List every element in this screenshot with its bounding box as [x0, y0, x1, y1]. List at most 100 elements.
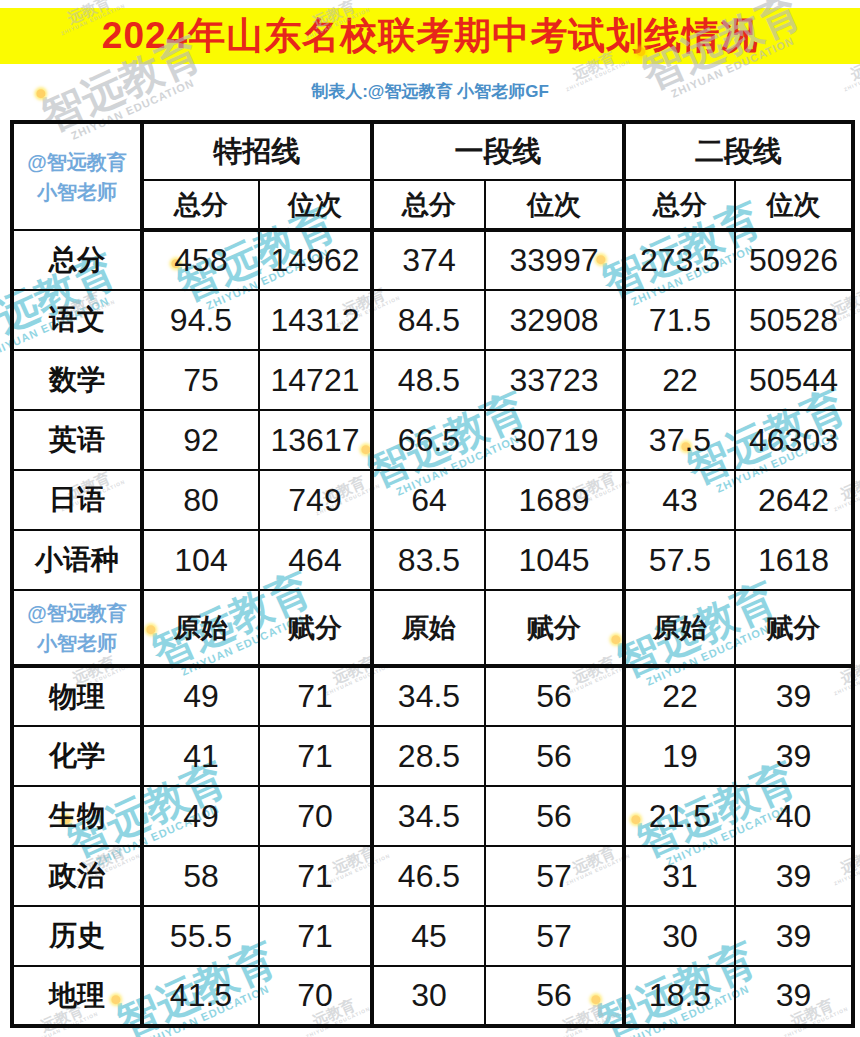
value-cell: 39	[735, 666, 853, 726]
table-row: 数学751472148.5337232250544	[12, 350, 853, 410]
score-table: @智远教育 小智老师 特招线 一段线 二段线 总分 位次 总分 位次 总分 位次…	[10, 120, 855, 1028]
value-cell: 39	[735, 846, 853, 906]
value-cell: 37.5	[624, 410, 735, 470]
value-cell: 30	[624, 906, 735, 966]
row-label: 物理	[12, 666, 142, 726]
value-cell: 50926	[735, 230, 853, 290]
value-cell: 458	[142, 230, 259, 290]
value-cell: 84.5	[372, 290, 485, 350]
col-header: 赋分	[259, 590, 372, 666]
value-cell: 104	[142, 530, 259, 590]
corner-label: @智远教育 小智老师	[12, 122, 142, 230]
value-cell: 58	[142, 846, 259, 906]
table-row: 语文94.51431284.53290871.550528	[12, 290, 853, 350]
col-header: 赋分	[485, 590, 624, 666]
col-header: 总分	[372, 180, 485, 230]
section2-header-row: @智远教育 小智老师 原始 赋分 原始 赋分 原始 赋分	[12, 590, 853, 666]
row-label: 历史	[12, 906, 142, 966]
value-cell: 71	[259, 726, 372, 786]
value-cell: 40	[735, 786, 853, 846]
corner-label-line2: 小智老师	[37, 632, 117, 654]
value-cell: 92	[142, 410, 259, 470]
value-cell: 49	[142, 666, 259, 726]
value-cell: 374	[372, 230, 485, 290]
title-banner: 2024年山东名校联考期中考试划线情况	[0, 8, 860, 64]
group-header-yiduan: 一段线	[372, 122, 624, 180]
col-header: 位次	[735, 180, 853, 230]
value-cell: 48.5	[372, 350, 485, 410]
group-header-tezhao: 特招线	[142, 122, 372, 180]
col-header: 总分	[142, 180, 259, 230]
value-cell: 33723	[485, 350, 624, 410]
value-cell: 14721	[259, 350, 372, 410]
row-label: 日语	[12, 470, 142, 530]
value-cell: 33997	[485, 230, 624, 290]
value-cell: 19	[624, 726, 735, 786]
value-cell: 464	[259, 530, 372, 590]
value-cell: 18.5	[624, 966, 735, 1026]
value-cell: 56	[485, 786, 624, 846]
value-cell: 22	[624, 666, 735, 726]
value-cell: 57	[485, 906, 624, 966]
value-cell: 94.5	[142, 290, 259, 350]
row-label: 语文	[12, 290, 142, 350]
row-label: 英语	[12, 410, 142, 470]
table-row: 日语80749641689432642	[12, 470, 853, 530]
value-cell: 50528	[735, 290, 853, 350]
value-cell: 28.5	[372, 726, 485, 786]
col-header: 位次	[259, 180, 372, 230]
value-cell: 22	[624, 350, 735, 410]
value-cell: 32908	[485, 290, 624, 350]
value-cell: 39	[735, 726, 853, 786]
col-header: 位次	[485, 180, 624, 230]
table-row: 英语921361766.53071937.546303	[12, 410, 853, 470]
value-cell: 71	[259, 666, 372, 726]
value-cell: 57	[485, 846, 624, 906]
value-cell: 75	[142, 350, 259, 410]
col-header: 原始	[372, 590, 485, 666]
value-cell: 70	[259, 786, 372, 846]
value-cell: 13617	[259, 410, 372, 470]
table-row: 地理41.570305618.539	[12, 966, 853, 1026]
value-cell: 50544	[735, 350, 853, 410]
value-cell: 34.5	[372, 666, 485, 726]
value-cell: 21.5	[624, 786, 735, 846]
value-cell: 30	[372, 966, 485, 1026]
value-cell: 80	[142, 470, 259, 530]
value-cell: 55.5	[142, 906, 259, 966]
value-cell: 31	[624, 846, 735, 906]
value-cell: 1689	[485, 470, 624, 530]
corner-label-line2: 小智老师	[37, 181, 117, 203]
value-cell: 30719	[485, 410, 624, 470]
value-cell: 56	[485, 666, 624, 726]
value-cell: 749	[259, 470, 372, 530]
value-cell: 83.5	[372, 530, 485, 590]
col-header: 总分	[624, 180, 735, 230]
table-row: 小语种10446483.5104557.51618	[12, 530, 853, 590]
row-label: 总分	[12, 230, 142, 290]
value-cell: 14962	[259, 230, 372, 290]
value-cell: 39	[735, 906, 853, 966]
group-header-row: @智远教育 小智老师 特招线 一段线 二段线	[12, 122, 853, 180]
value-cell: 71	[259, 846, 372, 906]
value-cell: 1618	[735, 530, 853, 590]
value-cell: 71	[259, 906, 372, 966]
row-label: 数学	[12, 350, 142, 410]
corner-label: @智远教育 小智老师	[12, 590, 142, 666]
value-cell: 56	[485, 966, 624, 1026]
value-cell: 66.5	[372, 410, 485, 470]
value-cell: 45	[372, 906, 485, 966]
table-row: 生物497034.55621.540	[12, 786, 853, 846]
value-cell: 56	[485, 726, 624, 786]
group-header-erduan: 二段线	[624, 122, 853, 180]
col-header: 赋分	[735, 590, 853, 666]
value-cell: 1045	[485, 530, 624, 590]
table-row: 总分4581496237433997273.550926	[12, 230, 853, 290]
corner-label-line1: @智远教育	[27, 602, 127, 624]
value-cell: 70	[259, 966, 372, 1026]
col-header: 原始	[624, 590, 735, 666]
value-cell: 14312	[259, 290, 372, 350]
table-row: 政治587146.5573139	[12, 846, 853, 906]
value-cell: 273.5	[624, 230, 735, 290]
value-cell: 43	[624, 470, 735, 530]
